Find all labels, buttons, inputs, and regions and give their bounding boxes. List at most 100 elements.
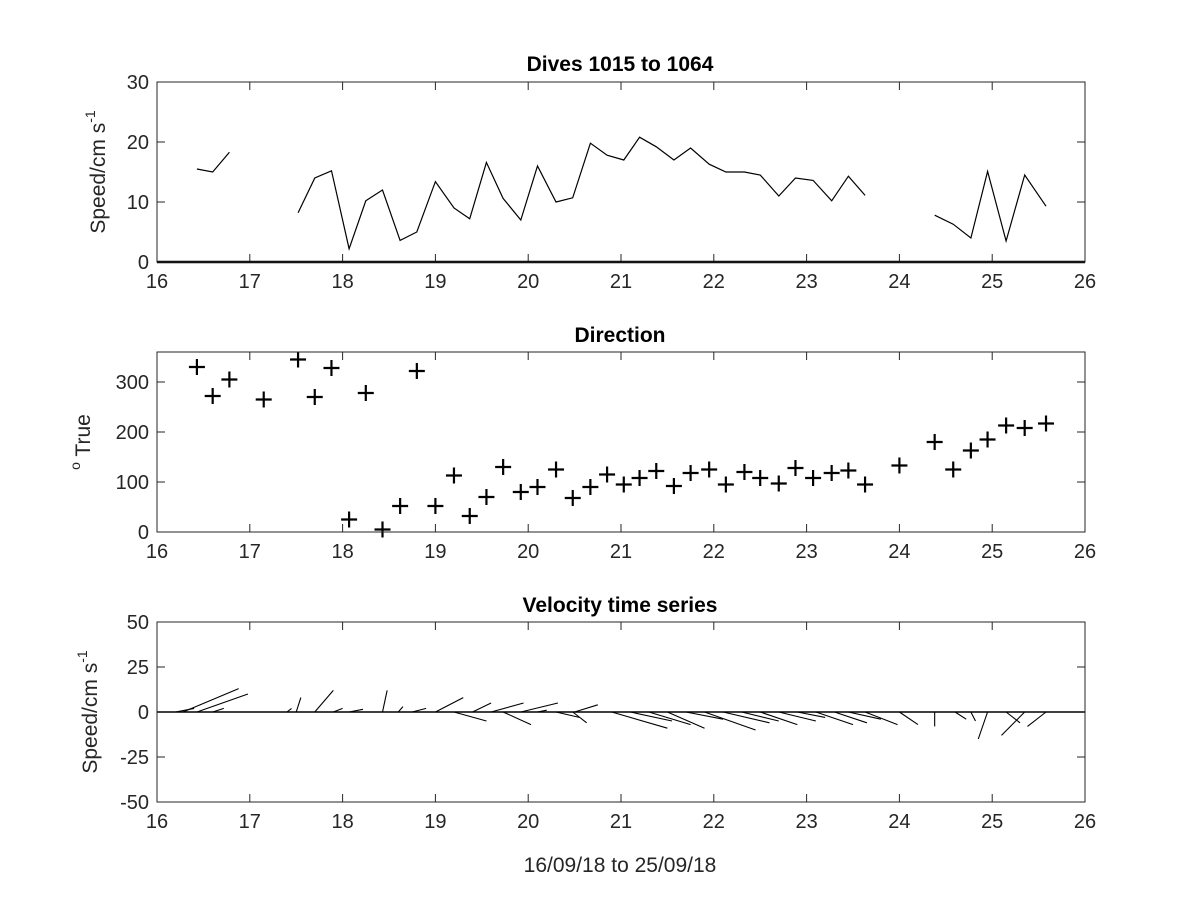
direction-point-marker (188, 359, 205, 375)
speed-panel: Dives 1015 to 1064 Speed/cm s-1 16 17 18 19… (82, 53, 1096, 293)
velocity-x-tick-label: 22 (703, 811, 725, 833)
direction-point-marker (962, 442, 979, 459)
direction-x-tick-label: 22 (703, 541, 725, 563)
velocity-x-tick-label: 20 (517, 811, 539, 833)
direction-point-marker (998, 417, 1015, 434)
velocity-velocity-stick (797, 711, 826, 718)
velocity-velocity-stick (864, 711, 898, 726)
speed-series-line (934, 169, 1047, 244)
direction-point-marker (408, 363, 425, 379)
velocity-x-tick-label: 18 (331, 811, 353, 833)
speed-x-tick-label: 25 (981, 271, 1003, 293)
direction-point-marker (461, 508, 478, 524)
velocity-velocity-stick (1005, 711, 1021, 724)
velocity-velocity-stick (397, 706, 404, 713)
velocity-x-tick-label: 21 (610, 811, 632, 833)
velocity-velocity-stick (472, 702, 492, 713)
direction-x-tick-label: 16 (146, 541, 168, 563)
velocity-velocity-stick (453, 711, 487, 722)
velocity-velocity-stick (212, 707, 224, 713)
direction-point-marker (392, 498, 409, 514)
direction-point-marker (787, 460, 804, 476)
direction-x-tick-label: 21 (610, 541, 632, 563)
direction-plot-frame (156, 351, 1086, 533)
velocity-velocity-stick (502, 711, 532, 726)
velocity-velocity-stick (490, 702, 524, 713)
speed-x-tick-label: 17 (239, 271, 261, 293)
velocity-velocity-stick (704, 711, 756, 731)
direction-point-marker (374, 521, 391, 538)
direction-y-label-prefix: o (67, 462, 83, 470)
velocity-velocity-stick (381, 690, 388, 713)
speed-series-line (196, 151, 230, 173)
velocity-velocity-stick (314, 690, 334, 713)
direction-y-label-text: True (72, 414, 95, 456)
velocity-velocity-stick (555, 711, 580, 718)
speed-y-tick-label: 30 (127, 72, 149, 94)
direction-x-tick-label: 18 (331, 541, 353, 563)
direction-panel-title: Direction (574, 324, 665, 347)
velocity-velocity-stick (348, 708, 364, 713)
speed-y-label: Speed/cm s-1 (82, 110, 110, 234)
speed-x-tick-label: 18 (331, 271, 353, 293)
direction-point-marker (926, 434, 943, 450)
velocity-velocity-stick (611, 711, 668, 729)
velocity-velocity-stick (815, 711, 854, 726)
velocity-velocity-stick (834, 711, 868, 724)
speed-y-tick-label: 0 (138, 252, 149, 274)
speed-x-tick-label: 23 (795, 271, 817, 293)
velocity-velocity-stick (333, 707, 343, 713)
velocity-y-tick-label: -50 (120, 792, 149, 814)
velocity-y-label-text: Speed/cm s (79, 663, 102, 774)
velocity-velocity-stick (667, 711, 705, 729)
velocity-velocity-stick (412, 707, 427, 713)
velocity-x-tick-label: 23 (795, 811, 817, 833)
velocity-x-tick-label: 19 (424, 811, 446, 833)
velocity-velocity-stick (685, 711, 724, 720)
speed-x-tick-label: 22 (703, 271, 725, 293)
velocity-x-tick-label: 16 (146, 811, 168, 833)
velocity-velocity-stick (741, 711, 779, 722)
velocity-velocity-stick (977, 711, 989, 740)
direction-point-marker (290, 351, 307, 368)
direction-point-marker (323, 360, 340, 376)
velocity-velocity-stick (1027, 711, 1047, 727)
speed-x-tick-label: 16 (146, 271, 168, 293)
direction-x-tick-label: 19 (424, 541, 446, 563)
velocity-y-tick-label: 0 (138, 702, 149, 724)
velocity-panel-title: Velocity time series (523, 594, 718, 617)
velocity-velocity-stick (899, 711, 919, 726)
direction-y-tick-label: 200 (116, 422, 149, 444)
velocity-y-label: Speed/cm s-1 (74, 650, 102, 774)
speed-y-tick-label: 10 (127, 192, 149, 214)
direction-x-tick-label: 20 (517, 541, 539, 563)
svg-text:o True: o True (67, 414, 95, 470)
speed-y-label-sup: -1 (82, 110, 98, 123)
direction-point-marker (529, 479, 546, 495)
direction-x-tick-label: 17 (239, 541, 261, 563)
velocity-velocity-stick (574, 704, 598, 713)
svg-text:Speed/cm s-1: Speed/cm s-1 (82, 110, 110, 234)
direction-x-tick-label: 25 (981, 541, 1003, 563)
velocity-panel: Velocity time series Speed/cm s-1 16/09/… (74, 594, 1096, 877)
speed-x-tick-label: 24 (888, 271, 910, 293)
velocity-x-tick-label: 26 (1074, 811, 1096, 833)
speed-panel-title: Dives 1015 to 1064 (527, 53, 714, 76)
velocity-velocity-stick (182, 688, 239, 713)
direction-point-marker (648, 463, 665, 479)
velocity-velocity-stick (848, 711, 881, 720)
velocity-velocity-stick (286, 707, 292, 713)
direction-point-marker (770, 475, 787, 492)
direction-point-marker (857, 476, 874, 493)
speed-series-line (297, 136, 866, 251)
velocity-y-tick-label: 25 (127, 657, 149, 679)
direction-point-marker (427, 498, 444, 514)
direction-point-marker (752, 470, 769, 486)
direction-point-marker (478, 489, 495, 505)
velocity-velocity-stick (954, 711, 967, 720)
direction-point-marker (615, 476, 632, 493)
direction-point-marker (1038, 415, 1055, 432)
direction-point-marker (306, 389, 323, 405)
velocity-velocity-stick (722, 711, 770, 724)
